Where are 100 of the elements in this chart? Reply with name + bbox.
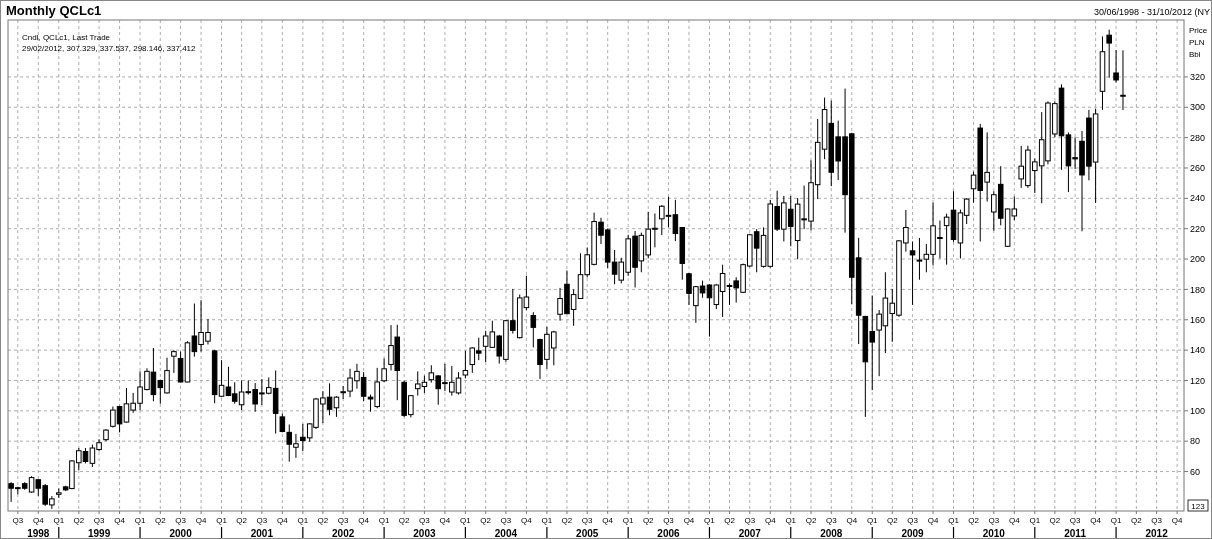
x-tick-label: Q1	[704, 516, 716, 525]
x2-tick-label: 2004	[494, 528, 518, 539]
x2-tick-label: 2003	[413, 528, 436, 539]
x-tick-label: Q3	[93, 516, 105, 525]
x2-tick-label: 2000	[169, 528, 193, 539]
x-tick-label: Q2	[724, 516, 736, 525]
y-tick-label: 120	[1190, 375, 1206, 386]
candlestick	[1120, 49, 1126, 111]
y-tick-label: 140	[1190, 345, 1206, 356]
candlestick	[381, 357, 387, 383]
x-tick-label: Q2	[886, 516, 899, 525]
x-tick-label: Q2	[1049, 516, 1061, 525]
y-tick-label: 180	[1190, 284, 1206, 295]
x-tick-label: Q4	[439, 516, 451, 525]
y-tick-label: 280	[1190, 132, 1206, 143]
x-tick-label: Q3	[581, 516, 594, 525]
x-tick-label: Q2	[317, 516, 329, 525]
x2-tick-label: 2012	[1145, 528, 1169, 539]
x2-tick-label: 2005	[576, 528, 599, 539]
y-tick-label: 240	[1190, 193, 1206, 204]
x-tick-label: Q1	[1110, 516, 1122, 525]
x-tick-label: Q2	[398, 516, 411, 525]
annotation: Cndl, QCLc1, Last Trade	[22, 33, 111, 42]
x-tick-label: Q2	[1131, 516, 1143, 525]
x-tick-label: Q4	[927, 516, 939, 525]
x-tick-label: Q2	[561, 516, 573, 525]
chart-title: Monthly QCLc1	[6, 3, 102, 18]
x-tick-label: Q3	[825, 516, 838, 525]
x-tick-label: Q3	[663, 516, 675, 525]
x-tick-label: Q3	[175, 516, 187, 525]
x-tick-label: Q2	[236, 516, 248, 525]
y-tick-label: 320	[1190, 72, 1206, 83]
y-tick-label: 80	[1190, 436, 1201, 447]
x2-tick-label: 2002	[332, 528, 355, 539]
x-tick-label: Q4	[358, 516, 370, 525]
x2-tick-label: 2001	[250, 528, 274, 539]
candlestick	[1113, 49, 1119, 83]
x-tick-label: Q4	[114, 516, 126, 525]
candlestick	[462, 350, 469, 379]
x-tick-label: Q3	[337, 516, 350, 525]
x-tick-label: Q4	[1008, 516, 1021, 525]
x-tick-label: Q3	[500, 516, 512, 525]
x-tick-label: Q3	[744, 516, 756, 525]
x-tick-label: Q4	[1171, 516, 1183, 525]
x-tick-label: Q4	[521, 516, 533, 525]
x-tick-label: Q1	[948, 516, 960, 525]
y-tick-label: 220	[1190, 223, 1206, 234]
x-tick-label: Q3	[988, 516, 1000, 525]
candlestick	[1106, 29, 1112, 79]
x-tick-label: Q2	[968, 516, 980, 525]
x-tick-label: Q2	[154, 516, 167, 525]
x-tick-label: Q3	[12, 516, 24, 525]
x2-tick-label: 2010	[982, 528, 1006, 539]
x2-tick-label: 2011	[1064, 528, 1087, 539]
x-tick-label: Q4	[195, 516, 207, 525]
chart-subtitle: 30/06/1998 - 31/10/2012 (NY	[1093, 7, 1210, 17]
x-tick-label: Q1	[622, 516, 635, 525]
candlestick	[909, 240, 916, 306]
candlestick	[171, 349, 177, 374]
x-tick-label: Q4	[846, 516, 858, 525]
x-tick-label: Q3	[1069, 516, 1081, 525]
x-tick-label: Q2	[642, 516, 655, 525]
x-tick-label: Q1	[460, 516, 472, 525]
x2-tick-label: 2007	[738, 528, 762, 539]
x-tick-label: Q4	[32, 516, 45, 525]
x-tick-label: Q3	[256, 516, 268, 525]
x-tick-label: Q1	[785, 516, 797, 525]
y-tick-label: 200	[1190, 254, 1206, 265]
y-axis-title: Price PLN Bbl	[1189, 26, 1208, 59]
x-tick-label: Q1	[297, 516, 309, 525]
x2-tick-label: 2009	[901, 528, 925, 539]
x-tick-label: Q4	[764, 516, 777, 525]
x-tick-label: Q4	[277, 516, 289, 525]
x2-tick-label: 2008	[820, 528, 843, 539]
x-tick-label: Q2	[805, 516, 817, 525]
x-tick-label: Q4	[683, 516, 695, 525]
x-tick-label: Q2	[73, 516, 85, 525]
x-tick-label: Q2	[480, 516, 492, 525]
x-tick-label: Q4	[602, 516, 614, 525]
y-tick-label: 60	[1190, 466, 1201, 477]
x-tick-label: Q1	[53, 516, 65, 525]
x-tick-label: Q1	[378, 516, 390, 525]
candlestick	[530, 311, 537, 348]
y-tick-label: 260	[1190, 163, 1206, 174]
x-tick-label: Q3	[419, 516, 431, 525]
x-tick-label: Q1	[541, 516, 553, 525]
y-tick-label: 160	[1190, 314, 1206, 325]
annotation: 29/02/2012, 307.329, 337.537, 298.146, 337.412	[22, 44, 197, 53]
x2-tick-label: 1999	[87, 528, 111, 539]
x-tick-label: Q1	[1029, 516, 1041, 525]
x2-tick-label: 2006	[657, 528, 681, 539]
x-tick-label: Q1	[216, 516, 228, 525]
x-tick-label: Q3	[1151, 516, 1163, 525]
x2-tick-label: 1998	[27, 528, 50, 539]
x-tick-label: Q1	[134, 516, 146, 525]
x-tick-label: Q4	[1090, 516, 1102, 525]
text: 123	[1191, 501, 1206, 511]
x-tick-label: Q3	[907, 516, 919, 525]
x-tick-label: Q1	[866, 516, 879, 525]
y-tick-label: 100	[1190, 405, 1206, 416]
